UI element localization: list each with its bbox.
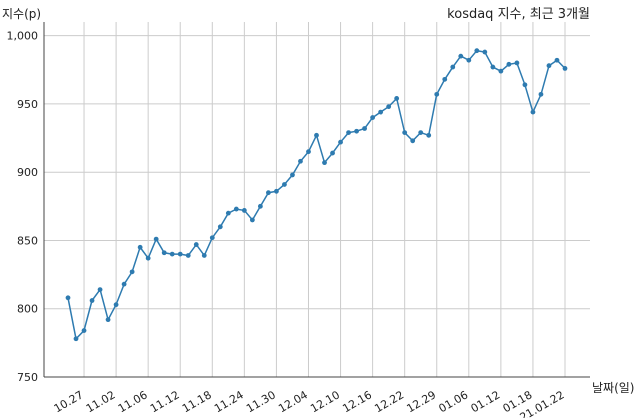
data-point — [282, 182, 287, 187]
data-point — [418, 130, 424, 135]
data-point — [97, 287, 103, 293]
x-tick-label: 12.22 — [372, 388, 406, 415]
data-point — [410, 138, 416, 144]
data-point — [338, 139, 343, 145]
data-point — [402, 130, 408, 135]
data-point — [498, 68, 504, 74]
data-point — [442, 76, 448, 82]
y-tick-label: 800 — [17, 303, 38, 316]
grid-lines — [44, 22, 590, 378]
x-tick-label: 12.04 — [276, 388, 310, 415]
data-point — [386, 104, 392, 110]
axes — [43, 22, 590, 378]
data-point — [562, 66, 568, 71]
data-point — [394, 96, 400, 101]
data-series — [65, 48, 568, 342]
x-tick-label: 11.24 — [212, 388, 246, 415]
x-tick-label: 11.18 — [180, 388, 214, 415]
data-point — [249, 217, 255, 223]
data-point — [209, 235, 215, 241]
data-point — [193, 242, 199, 247]
data-point — [298, 158, 303, 164]
data-point — [346, 130, 351, 135]
data-point — [362, 126, 367, 131]
x-tick-label: 12.10 — [308, 388, 342, 415]
data-point — [330, 150, 335, 156]
data-point — [225, 210, 231, 216]
x-tick-label: 01.06 — [437, 388, 471, 415]
data-point — [458, 53, 464, 59]
data-point — [153, 236, 159, 242]
data-point — [314, 132, 319, 138]
x-tick-label: 10.27 — [52, 388, 86, 415]
data-point — [474, 48, 480, 54]
data-point — [274, 188, 279, 194]
data-point — [546, 63, 552, 69]
x-tick-label: 01.12 — [469, 388, 503, 415]
data-point — [506, 61, 512, 67]
y-tick-label: 850 — [17, 234, 38, 247]
data-point — [169, 251, 175, 257]
data-point — [266, 190, 271, 196]
data-point — [201, 253, 207, 258]
data-point — [105, 317, 111, 323]
data-point — [466, 57, 472, 63]
data-point — [490, 64, 496, 70]
data-point — [89, 298, 95, 303]
data-point — [113, 302, 119, 308]
x-tick-label: 11.12 — [148, 388, 182, 415]
data-point — [322, 160, 327, 166]
x-tick-labels: 10.2711.0211.0611.1211.1811.2411.3012.04… — [52, 388, 567, 418]
x-tick-label: 11.02 — [84, 388, 118, 415]
data-point — [290, 172, 295, 178]
y-tick-label: 900 — [17, 166, 38, 179]
data-point — [137, 244, 143, 250]
chart-title: kosdaq 지수, 최근 3개월 — [447, 7, 590, 22]
x-axis-label: 날짜(일) — [592, 381, 634, 395]
data-point — [177, 251, 183, 257]
data-point — [257, 203, 263, 209]
data-point — [522, 82, 528, 88]
data-point — [161, 250, 167, 256]
series-line — [67, 49, 566, 341]
y-tick-label: 1,000 — [7, 30, 39, 43]
x-tick-label: 11.30 — [244, 388, 278, 415]
data-point — [354, 128, 359, 134]
data-point — [450, 64, 456, 70]
data-point — [217, 224, 223, 230]
data-point — [530, 109, 536, 115]
data-point — [233, 206, 239, 212]
y-tick-label: 950 — [17, 98, 38, 111]
data-point — [145, 255, 151, 261]
data-point — [73, 336, 79, 342]
data-point — [370, 115, 376, 120]
data-point — [554, 57, 560, 63]
data-point — [514, 60, 520, 66]
data-point — [121, 281, 127, 287]
x-tick-label: 12.29 — [404, 388, 438, 415]
y-tick-labels: 750 800 850 900 950 1,000 — [7, 30, 39, 384]
data-point — [306, 149, 311, 155]
data-point — [185, 253, 191, 258]
data-point — [81, 328, 87, 333]
data-point — [241, 208, 247, 213]
y-tick-label: 750 — [17, 371, 38, 384]
x-tick-label: 12.16 — [340, 388, 374, 415]
data-point — [426, 132, 432, 138]
data-point — [538, 91, 544, 97]
data-point — [65, 295, 71, 301]
data-point — [378, 109, 384, 115]
data-point — [482, 49, 488, 55]
data-point — [434, 91, 440, 97]
x-tick-label: 11.06 — [116, 388, 150, 415]
data-point — [129, 269, 135, 275]
y-axis-label: 지수(p) — [2, 7, 41, 21]
